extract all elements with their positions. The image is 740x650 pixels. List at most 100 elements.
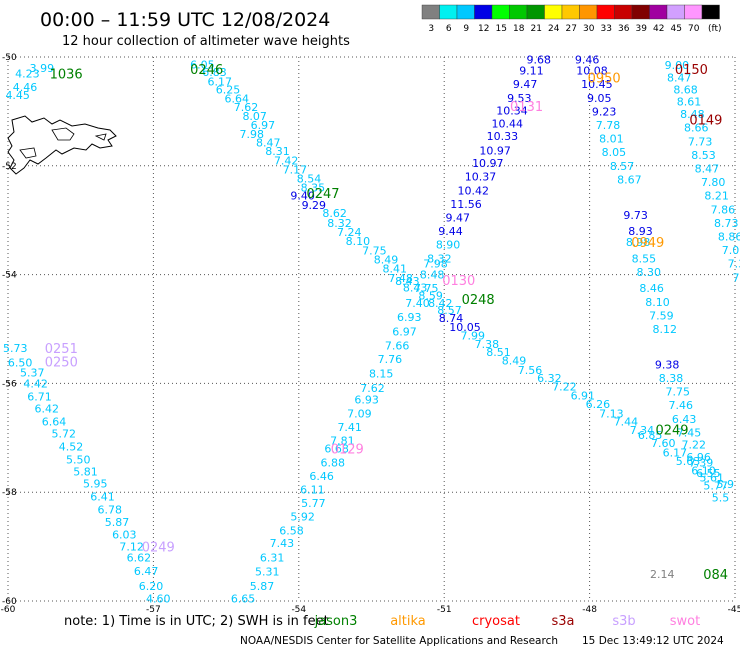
wave-height-value: 6.85 (638, 429, 663, 442)
wave-height-value: 8.41 (383, 263, 408, 276)
wave-height-value: 7.41 (337, 421, 362, 434)
legend-bin-label: 3 (428, 24, 434, 34)
color-legend: 3 6 9 12 15 18 21 24 27 30 33 36 39 42 45 70 (ft) (421, 4, 722, 34)
wave-height-value: 6.88 (320, 456, 345, 469)
wave-height-value: 7.24 (337, 226, 362, 239)
wave-height-value: 8.01 (599, 133, 624, 146)
legend-bin-label: 39 (636, 24, 648, 34)
wave-height-value: 9.47 (513, 78, 538, 91)
axis-tick-labels: -60 -57 -54 -51 -48 -45 -50 -52 -54 -56 -58 -60 (1, 53, 740, 615)
wave-height-value: 7.34 (630, 424, 655, 437)
wave-height-value: 5.5 (712, 492, 730, 505)
wave-height-value: 8.43 (395, 275, 420, 288)
legend-swatch (701, 4, 720, 20)
wave-height-value: 9.23 (592, 105, 617, 118)
wave-height-value: 6.17 (208, 75, 233, 88)
wave-height-value: 6.71 (27, 390, 52, 403)
wave-height-value: 7.62 (234, 101, 259, 114)
satellite-legend: jason3 altika cryosat s3a s3b swot (314, 614, 701, 629)
wave-height-value: 6.11 (300, 483, 325, 496)
wave-height-value: 6.65 (231, 592, 256, 605)
wave-height-value: 8.15 (369, 368, 394, 381)
wave-height-value: 9.05 (587, 92, 612, 105)
wave-height-value: 8.31 (265, 145, 290, 158)
footer-note: note: 1) Time is in UTC; 2) SWH is in fe… (64, 614, 329, 629)
y-tick-label: -52 (2, 162, 17, 172)
legend-swatch (491, 4, 510, 20)
wave-height-value: 7.22 (552, 381, 577, 394)
wave-height-value: 5.37 (20, 367, 45, 380)
wave-height-value: 5.9 (717, 478, 735, 491)
legend-bin-label: 6 (446, 24, 452, 34)
wave-height-value: 8.57 (610, 160, 635, 173)
y-tick-label: -50 (2, 53, 17, 63)
chart-subtitle: 12 hour collection of altimeter wave hei… (62, 34, 350, 49)
wave-height-value: 7.46 (668, 399, 693, 412)
legend-bin-label: 15 (496, 24, 507, 34)
wave-height-value: 8.38 (659, 372, 684, 385)
wave-height-value: 9.44 (438, 225, 463, 238)
plot-grid (7, 56, 736, 602)
legend-swatch (474, 4, 493, 20)
wave-height-value: 7.78 (596, 119, 621, 132)
wave-height-value: 7.75 (414, 282, 439, 295)
wave-height-value: 8.10 (645, 296, 670, 309)
wave-height-value: 10.33 (487, 130, 519, 143)
wave-height-value: 7.40 (405, 297, 430, 310)
legend-bin-label: 24 (548, 24, 560, 34)
satellite-legend-altika: altika (390, 614, 426, 629)
wave-height-value: 10.34 (496, 104, 528, 117)
wave-height-value: 7.86 (711, 203, 736, 216)
wave-height-value: 8.68 (673, 84, 698, 97)
wave-height-value: 6.47 (134, 565, 159, 578)
wave-height-value: 6.25 (216, 84, 241, 97)
wave-height-value: 5.87 (250, 580, 275, 593)
wave-height-value: 8.93 (628, 225, 653, 238)
x-tick-label: -60 (1, 605, 16, 615)
legend-bin-label: 36 (618, 24, 630, 34)
wave-height-value: 8.55 (632, 252, 657, 265)
wave-height-value: 7.98 (240, 128, 265, 141)
wave-height-value: 8.47 (695, 163, 720, 176)
wave-height-value: 8.98 (626, 236, 651, 249)
legend-swatch (649, 4, 668, 20)
legend-swatch (544, 4, 563, 20)
wave-height-value: 6.83 (202, 66, 227, 79)
wave-height-value: 10.97 (472, 157, 504, 170)
wave-height-value: 7.46 (732, 271, 740, 284)
pass-time-label: 0950 (588, 72, 621, 87)
falkland-islands-land (7, 115, 117, 175)
wave-height-value: 7.42 (274, 154, 299, 167)
wave-height-value: 6.20 (139, 580, 164, 593)
wave-height-value: 8.48 (420, 269, 445, 282)
wave-height-value: 4.45 (5, 89, 30, 102)
wave-height-value: 7.59 (649, 309, 674, 322)
wave-height-value: 6.46 (309, 470, 334, 483)
legend-unit: (ft) (708, 24, 722, 34)
wave-height-value: 8.49 (374, 253, 399, 266)
satellite-legend-jason3: jason3 (314, 614, 358, 629)
wave-height-value: 2.14 (650, 568, 675, 581)
wave-height-value: 8.05 (602, 146, 627, 159)
wave-height-value: 7.45 (677, 426, 702, 439)
wave-height-value: 7.75 (362, 245, 387, 258)
legend-bin-label: 42 (653, 24, 664, 34)
legend-bin-label: 33 (601, 24, 612, 34)
wave-height-value: 6.31 (260, 551, 285, 564)
wave-height-value: 8.46 (639, 282, 664, 295)
pass-time-label: 0131 (510, 100, 543, 115)
legend-bin-label: 21 (531, 24, 542, 34)
wave-height-value: 7.60 (651, 437, 676, 450)
wave-height-value: 4.46 (13, 81, 38, 94)
wave-height-value: 7.81 (330, 435, 355, 448)
wave-height-value: 9.53 (507, 92, 532, 105)
pass-time-label: 084 (703, 568, 728, 583)
wave-height-value: 8.47 (667, 72, 692, 85)
pass-time-label: 0251 (45, 342, 78, 357)
wave-height-value: 5.77 (703, 480, 728, 493)
wave-height-value: 8.48 (680, 108, 705, 121)
legend-swatch (561, 4, 580, 20)
legend-swatch (614, 4, 633, 20)
wave-height-value: 6.03 (112, 529, 137, 542)
wave-height-value: 9.47 (446, 211, 471, 224)
